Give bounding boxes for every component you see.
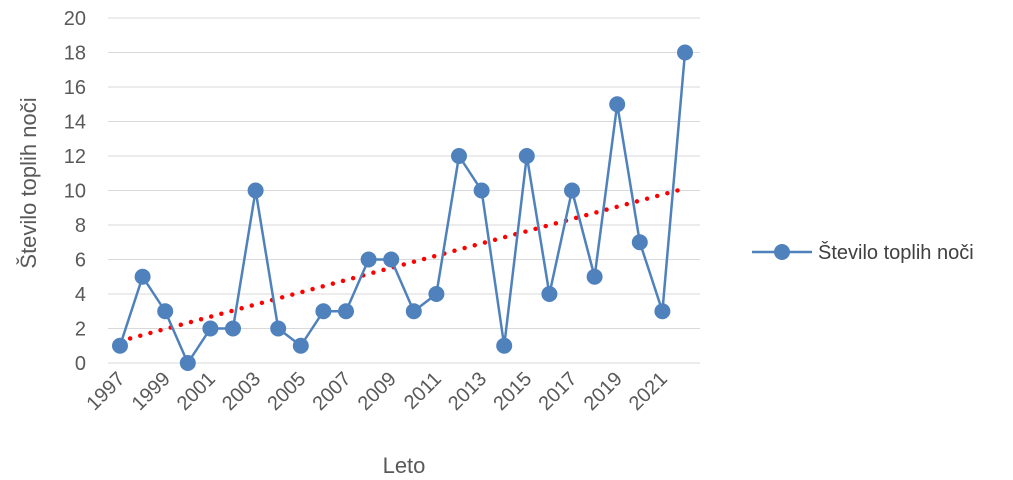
data-point xyxy=(360,251,377,268)
y-tick-label: 8 xyxy=(75,215,86,237)
data-point xyxy=(292,337,309,354)
y-tick-label: 0 xyxy=(75,353,86,375)
data-point xyxy=(451,148,467,164)
data-point xyxy=(225,320,241,337)
legend-point-marker xyxy=(774,244,790,260)
data-point xyxy=(428,286,445,302)
y-tick-label: 4 xyxy=(75,284,86,306)
y-tick-label: 10 xyxy=(64,181,86,203)
data-series xyxy=(112,44,693,371)
y-tick-label: 2 xyxy=(75,319,86,341)
series-line xyxy=(118,52,687,365)
data-point xyxy=(179,355,196,371)
data-point xyxy=(338,303,354,320)
data-point xyxy=(677,44,693,61)
x-axis-title: Leto xyxy=(383,453,426,478)
x-tick-label: 1999 xyxy=(128,368,175,415)
y-tick-label: 16 xyxy=(64,77,86,99)
data-point xyxy=(270,320,287,337)
data-point xyxy=(202,320,219,337)
x-tick-label: 2001 xyxy=(173,368,220,415)
x-tick-label: 2017 xyxy=(535,368,582,415)
x-tick-label: 2019 xyxy=(580,368,627,415)
data-point xyxy=(247,182,264,199)
data-point xyxy=(496,337,513,354)
y-tick-label: 20 xyxy=(64,8,86,30)
data-point xyxy=(541,286,558,302)
y-tick-label: 18 xyxy=(64,43,86,65)
data-point xyxy=(112,337,128,354)
y-tick-label: 6 xyxy=(75,250,86,272)
data-point xyxy=(383,251,400,268)
x-tick-label: 2011 xyxy=(400,368,446,414)
x-tick-label: 2021 xyxy=(625,368,672,415)
trendline-path xyxy=(117,186,688,344)
x-tick-label: 2009 xyxy=(354,368,401,415)
legend: Število toplih noči xyxy=(752,241,974,264)
data-point xyxy=(586,268,603,285)
x-tick-label: 1997 xyxy=(83,368,130,415)
data-point xyxy=(654,303,671,320)
data-point xyxy=(315,303,332,320)
data-point xyxy=(564,182,580,199)
x-tick-label: 2013 xyxy=(444,368,491,415)
data-point xyxy=(518,148,535,164)
y-tick-label: 14 xyxy=(64,112,86,134)
x-tick-label: 2015 xyxy=(489,368,536,415)
y-axis-ticks: 0 2 4 6 8 10 12 14 16 18 20 xyxy=(64,8,86,375)
x-tick-label: 2003 xyxy=(218,368,265,415)
y-axis-title: Število toplih noči xyxy=(16,97,41,268)
data-point xyxy=(609,96,626,113)
legend-label: Število toplih noči xyxy=(818,241,974,264)
x-tick-label: 2007 xyxy=(309,368,356,415)
data-point xyxy=(134,268,151,285)
data-point xyxy=(405,303,422,320)
data-point xyxy=(631,234,648,251)
trendline xyxy=(117,186,688,344)
y-tick-label: 12 xyxy=(64,146,86,168)
gridlines xyxy=(108,17,700,364)
data-point xyxy=(157,303,174,320)
x-tick-label: 2005 xyxy=(263,368,310,415)
data-point xyxy=(473,182,490,199)
